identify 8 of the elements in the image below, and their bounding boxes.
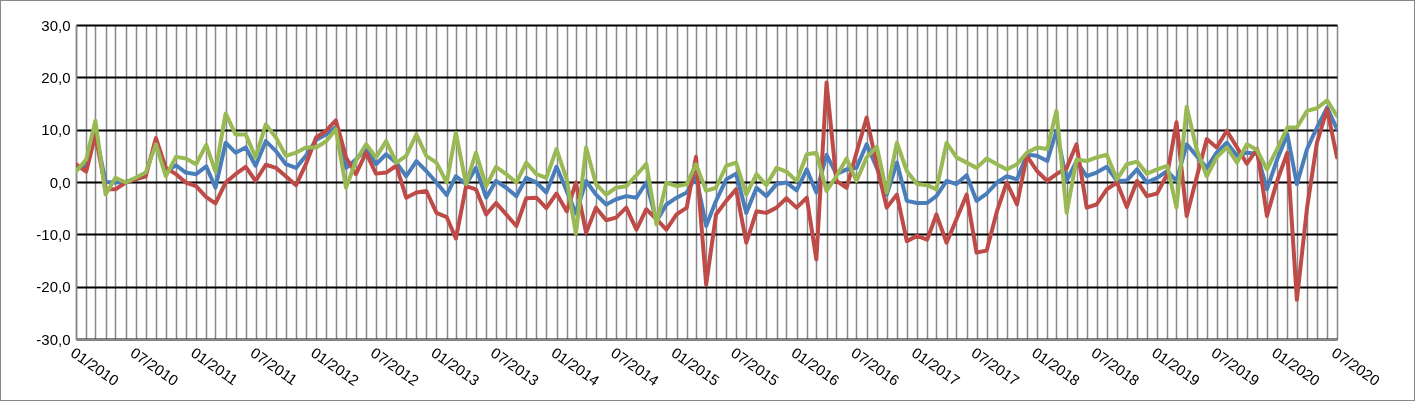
y-tick-label: 0,0 xyxy=(49,173,71,191)
y-tick-label: 10,0 xyxy=(41,121,71,139)
y-tick-label: 20,0 xyxy=(41,68,71,86)
y-tick-label: -20,0 xyxy=(36,278,71,296)
line-series xyxy=(76,80,1337,302)
y-tick-label: -30,0 xyxy=(36,330,71,348)
y-tick-label: -10,0 xyxy=(36,225,71,243)
y-tick-label: 30,0 xyxy=(41,16,71,34)
